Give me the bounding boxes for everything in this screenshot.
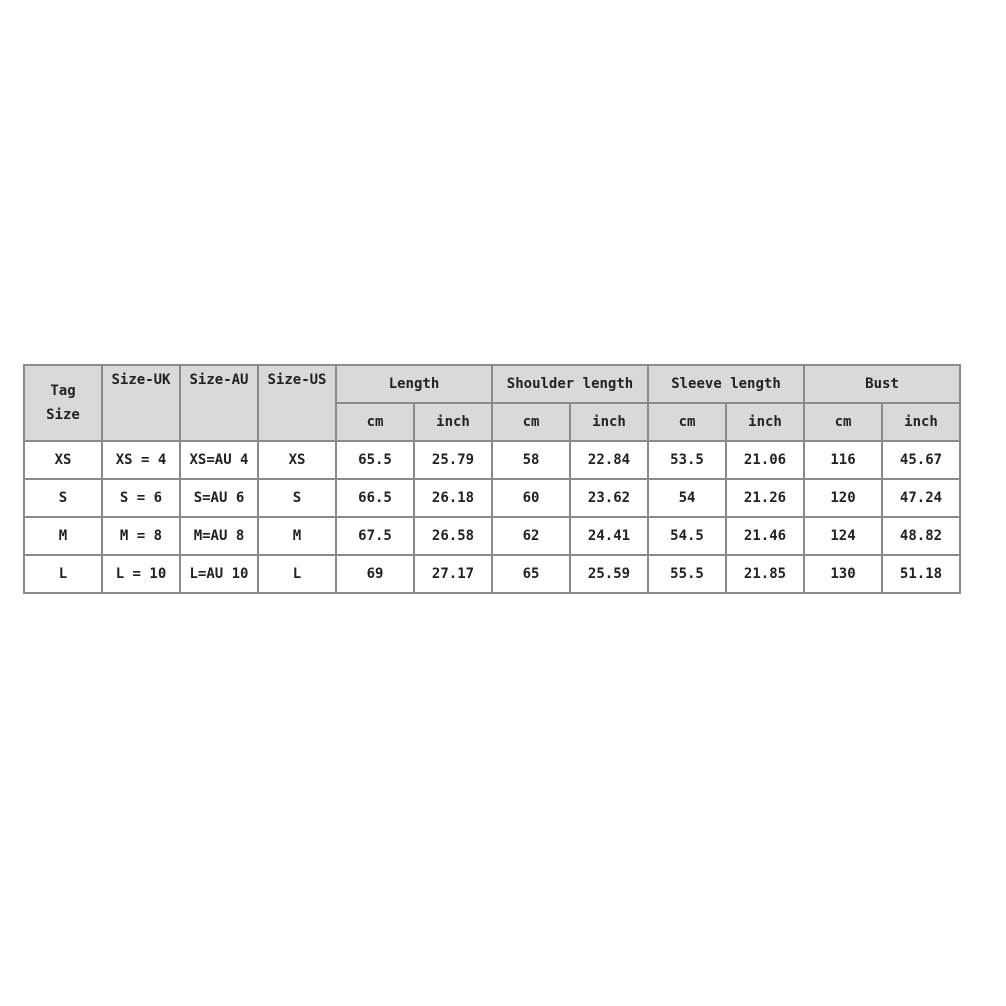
table-cell: 66.5 [335, 478, 415, 518]
header-bust: Bust [803, 364, 961, 404]
table-cell: 21.06 [725, 440, 805, 480]
header-sleeve-length: Sleeve length [647, 364, 805, 404]
table-cell: XS=AU 4 [179, 440, 259, 480]
table-cell: L [257, 554, 337, 594]
table-cell: L [23, 554, 103, 594]
table-cell: 58 [491, 440, 571, 480]
table-cell: 21.26 [725, 478, 805, 518]
header-size-label: Size [46, 407, 80, 423]
table-cell: 24.41 [569, 516, 649, 556]
table-cell: 120 [803, 478, 883, 518]
table-cell: 54.5 [647, 516, 727, 556]
header-unit: cm [803, 402, 883, 442]
table-cell: 69 [335, 554, 415, 594]
table-cell: 22.84 [569, 440, 649, 480]
header-unit: cm [647, 402, 727, 442]
header-shoulder-length: Shoulder length [491, 364, 649, 404]
table-cell: 26.58 [413, 516, 493, 556]
table-cell: 25.59 [569, 554, 649, 594]
table-cell: S [257, 478, 337, 518]
table-cell: S=AU 6 [179, 478, 259, 518]
table-body: XS XS = 4 XS=AU 4 XS 65.5 25.79 58 22.84 53.5 21.… [23, 440, 961, 594]
table-cell: 25.79 [413, 440, 493, 480]
table-cell: 47.24 [881, 478, 961, 518]
table-cell: 130 [803, 554, 883, 594]
table-cell: L = 10 [101, 554, 181, 594]
table-cell: L=AU 10 [179, 554, 259, 594]
table-cell: 21.85 [725, 554, 805, 594]
table-cell: 55.5 [647, 554, 727, 594]
header-size-uk: Size-UK [101, 364, 181, 442]
table-cell: S [23, 478, 103, 518]
table-cell: 51.18 [881, 554, 961, 594]
table-cell: XS [23, 440, 103, 480]
header-row-units: cm inch cm inch cm inch cm inch [24, 402, 961, 442]
table-cell: 67.5 [335, 516, 415, 556]
header-size-au: Size-AU [179, 364, 259, 442]
table-cell: 65 [491, 554, 571, 594]
table-cell: 48.82 [881, 516, 961, 556]
table-cell: M [23, 516, 103, 556]
header-unit: inch [881, 402, 961, 442]
table-cell: 21.46 [725, 516, 805, 556]
table-cell: M = 8 [101, 516, 181, 556]
table-cell: M=AU 8 [179, 516, 259, 556]
header-row-groups: Tag Size Size-UK Size-AU Size-US Length S… [23, 364, 961, 442]
table-cell: 23.62 [569, 478, 649, 518]
header-tag-size: Tag Size [23, 364, 103, 442]
table-cell: S = 6 [101, 478, 181, 518]
table-cell: 54 [647, 478, 727, 518]
header-unit: inch [413, 402, 493, 442]
header-unit: inch [725, 402, 805, 442]
header-unit: cm [335, 402, 415, 442]
table-cell: 124 [803, 516, 883, 556]
table-row: XS XS = 4 XS=AU 4 XS 65.5 25.79 58 22.84 53.5 21.… [23, 440, 961, 480]
table-cell: 26.18 [413, 478, 493, 518]
table-cell: 53.5 [647, 440, 727, 480]
table-cell: 27.17 [413, 554, 493, 594]
header-tag-label: Tag [50, 383, 76, 399]
header-length: Length [335, 364, 493, 404]
table-cell: M [257, 516, 337, 556]
table-cell: XS = 4 [101, 440, 181, 480]
header-unit: cm [491, 402, 571, 442]
header-size-us: Size-US [257, 364, 337, 442]
table-cell: 62 [491, 516, 571, 556]
header-unit: inch [569, 402, 649, 442]
size-chart-table: Tag Size Size-UK Size-AU Size-US Length S… [23, 364, 961, 594]
table-cell: 60 [491, 478, 571, 518]
table-cell: 116 [803, 440, 883, 480]
table-cell: 45.67 [881, 440, 961, 480]
table-cell: 65.5 [335, 440, 415, 480]
table-cell: XS [257, 440, 337, 480]
